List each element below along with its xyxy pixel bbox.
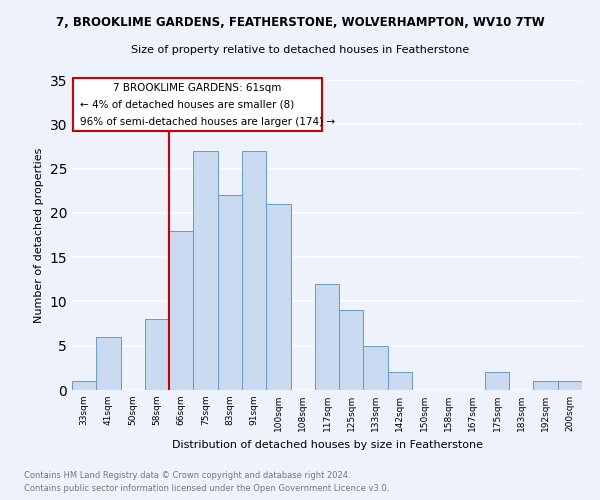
Bar [315,284,339,390]
Y-axis label: Number of detached properties: Number of detached properties [34,148,44,322]
Text: Size of property relative to detached houses in Featherstone: Size of property relative to detached ho… [131,45,469,55]
Bar [388,372,412,390]
Text: 7 BROOKLIME GARDENS: 61sqm: 7 BROOKLIME GARDENS: 61sqm [113,83,282,93]
Bar [558,381,582,390]
Bar [72,381,96,390]
Bar [193,151,218,390]
Text: ← 4% of detached houses are smaller (8): ← 4% of detached houses are smaller (8) [80,100,295,110]
Bar [96,337,121,390]
Bar [169,230,193,390]
Bar [242,151,266,390]
Text: Contains public sector information licensed under the Open Government Licence v3: Contains public sector information licen… [24,484,389,493]
Text: Contains HM Land Registry data © Crown copyright and database right 2024.: Contains HM Land Registry data © Crown c… [24,470,350,480]
Bar [339,310,364,390]
Bar [485,372,509,390]
Bar [218,195,242,390]
Bar [266,204,290,390]
X-axis label: Distribution of detached houses by size in Featherstone: Distribution of detached houses by size … [172,440,482,450]
Bar [364,346,388,390]
Text: 96% of semi-detached houses are larger (174) →: 96% of semi-detached houses are larger (… [80,116,335,126]
Text: 7, BROOKLIME GARDENS, FEATHERSTONE, WOLVERHAMPTON, WV10 7TW: 7, BROOKLIME GARDENS, FEATHERSTONE, WOLV… [56,16,544,29]
FancyBboxPatch shape [73,78,322,132]
Bar [533,381,558,390]
Bar [145,319,169,390]
